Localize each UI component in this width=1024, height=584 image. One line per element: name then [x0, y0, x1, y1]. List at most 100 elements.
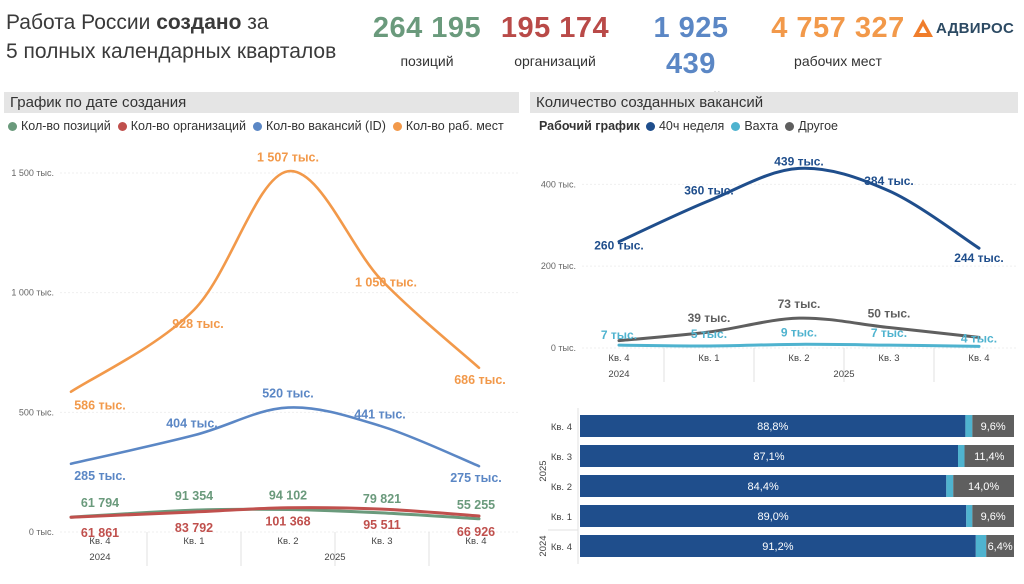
title-line2: 5 полных календарных кварталов: [6, 40, 337, 63]
data-label: 439 тыс.: [774, 154, 824, 168]
data-label: 39 тыс.: [688, 311, 731, 325]
legend-dot-icon: [785, 121, 795, 131]
bar-segment: [580, 415, 966, 437]
y-tick-label: 0 тыс.: [29, 527, 54, 537]
legend-dot-icon: [8, 121, 17, 131]
data-label: 95 511: [363, 518, 401, 532]
x-tick-label: Кв. 1: [698, 353, 719, 364]
kpi-positions-label: позиций: [400, 53, 454, 69]
data-label: 61 861: [81, 526, 119, 540]
legend-item-positions[interactable]: Кол-во позиций: [8, 119, 111, 133]
left-legend: Кол-во позиций Кол-во организаций Кол-во…: [8, 119, 511, 133]
data-label: 686 тыс.: [454, 373, 506, 387]
right-panel-header: Количество созданных вакансий: [530, 92, 1018, 113]
data-label: 61 794: [81, 496, 119, 510]
legend-dot-icon: [645, 121, 655, 131]
legend-item-vakhta[interactable]: Вахта: [731, 119, 778, 133]
legend-label: Кол-во позиций: [21, 119, 111, 133]
y-tick-label: Кв. 4: [551, 422, 572, 433]
data-label: 928 тыс.: [172, 317, 224, 331]
logo-mark-icon: [913, 19, 933, 37]
kpi-organizations: 195 174 организаций: [498, 10, 612, 70]
legend-item-40h[interactable]: 40ч неделя: [645, 119, 725, 133]
year-label: 2024: [608, 369, 629, 380]
bar-segment: [580, 505, 967, 527]
data-label: 7 тыс.: [601, 328, 637, 342]
data-label: 9 тыс.: [781, 325, 817, 339]
kpi-positions-value: 264 195: [372, 12, 482, 44]
y-tick-label: 400 тыс.: [541, 179, 576, 189]
bar-segment: [580, 475, 947, 497]
legend-item-organizations[interactable]: Кол-во организаций: [117, 119, 246, 133]
data-label: 4 тыс.: [961, 331, 997, 345]
legend-item-other[interactable]: Другое: [785, 119, 838, 133]
legend-label: Кол-во организаций: [130, 119, 246, 133]
bar-segment: [972, 415, 1014, 437]
series-line-2: [617, 342, 981, 348]
bar-segment: [958, 445, 965, 467]
bar-segment: [972, 505, 1014, 527]
legend-dot-icon: [392, 121, 402, 131]
legend-item-workplaces[interactable]: Кол-во раб. мест: [392, 119, 504, 133]
x-tick-label: Кв. 2: [788, 353, 809, 364]
bar-segment: [964, 445, 1014, 467]
left-panel-header: График по дате создания: [4, 92, 519, 113]
data-label: 91 354: [175, 489, 213, 503]
y-tick-label: 0 тыс.: [551, 343, 576, 353]
data-label: 79 821: [363, 492, 401, 506]
data-label: 1 050 тыс.: [355, 276, 417, 290]
year-label: 2025: [833, 369, 854, 380]
bar-label: 6,4%: [988, 541, 1013, 553]
kpi-workplaces-value: 4 757 327: [771, 12, 905, 44]
legend-dot-icon: [731, 121, 741, 131]
y-tick-label: Кв. 3: [551, 452, 572, 463]
data-label: 275 тыс.: [450, 471, 502, 485]
data-label: 50 тыс.: [868, 307, 911, 321]
legend-label: 40ч неделя: [658, 119, 725, 133]
year-label: 2024: [89, 552, 110, 563]
data-label: 441 тыс.: [354, 407, 406, 421]
data-label: 7 тыс.: [871, 326, 907, 340]
data-label: 384 тыс.: [864, 174, 914, 188]
data-label: 586 тыс.: [74, 399, 126, 413]
data-label: 101 368: [265, 515, 310, 529]
year-label: 2024: [538, 535, 549, 556]
series-line-3: [69, 506, 481, 519]
y-tick-label: 500 тыс.: [19, 407, 54, 417]
x-tick-label: Кв. 2: [277, 536, 298, 547]
bar-label: 88,8%: [757, 421, 788, 433]
title-bold: создано: [156, 11, 242, 34]
series-line-1: [617, 316, 981, 343]
kpi-workplaces-label: рабочих мест: [794, 53, 882, 69]
legend-dot-icon: [252, 121, 262, 131]
legend-label: Кол-во раб. мест: [405, 119, 504, 133]
data-label: 55 255: [457, 498, 495, 512]
title-rest: за: [241, 11, 269, 34]
y-tick-label: Кв. 1: [551, 512, 572, 523]
data-label: 83 792: [175, 521, 213, 535]
bar-segment: [580, 535, 976, 557]
x-tick-label: Кв. 4: [89, 536, 110, 547]
data-label: 244 тыс.: [954, 251, 1004, 265]
bar-label: 89,0%: [758, 511, 789, 523]
x-tick-label: Кв. 4: [968, 353, 989, 364]
data-label: 1 507 тыс.: [257, 150, 319, 164]
data-label: 5 тыс.: [691, 327, 727, 341]
legend-item-vacancies[interactable]: Кол-во вакансий (ID): [252, 119, 386, 133]
x-tick-label: Кв. 3: [371, 536, 392, 547]
data-label: 404 тыс.: [166, 416, 218, 430]
y-tick-label: Кв. 2: [551, 482, 572, 493]
advirous-logo: АДВИРОС: [912, 18, 1014, 38]
series-line-0: [617, 166, 981, 250]
y-tick-label: 200 тыс.: [541, 261, 576, 271]
y-tick-label: 1 500 тыс.: [11, 168, 54, 178]
bar-label: 9,6%: [981, 511, 1006, 523]
bar-segment: [965, 415, 973, 437]
bar-label: 9,6%: [981, 421, 1006, 433]
kpi-vacancies-value: 1 925 439: [653, 12, 729, 80]
legend-label: Другое: [798, 119, 838, 133]
legend-label: Вахта: [744, 119, 779, 133]
legend-title: Рабочий график: [539, 119, 640, 133]
legend-dot-icon: [117, 121, 127, 131]
data-label: 285 тыс.: [74, 469, 126, 483]
